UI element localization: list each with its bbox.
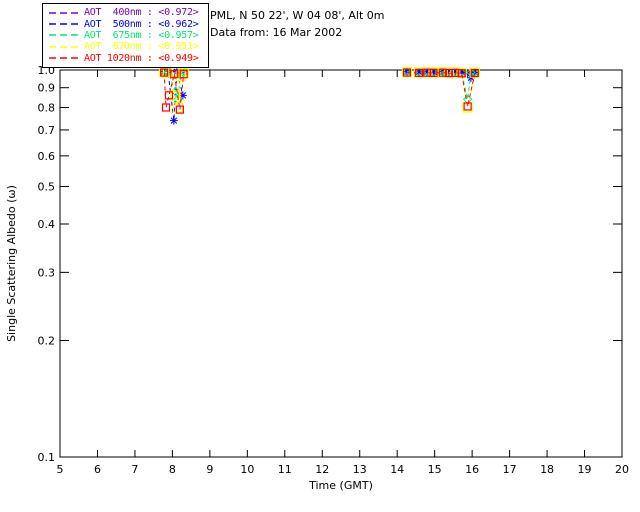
legend-line-sample xyxy=(49,23,79,25)
legend-entry-500nm: AOT 500nm : <0.962> xyxy=(48,18,208,30)
series-aot-1020nm xyxy=(160,68,479,114)
y-tick-label: 0.1 xyxy=(38,451,56,464)
site-location-text: PML, N 50 22', W 04 08', Alt 0m xyxy=(210,9,385,22)
data-point xyxy=(170,86,181,97)
x-tick-label: 20 xyxy=(615,463,629,476)
data-point xyxy=(170,90,181,101)
legend-entry-label: AOT 675nm : <0.957> xyxy=(84,29,199,41)
y-tick-label: 0.8 xyxy=(38,102,56,115)
data-point xyxy=(463,102,472,111)
data-point xyxy=(414,68,424,77)
data-point xyxy=(162,67,174,78)
y-tick-label: 0.3 xyxy=(38,266,56,279)
legend-line-sample xyxy=(49,34,79,37)
y-tick-label: 0.6 xyxy=(38,150,56,163)
x-tick-label: 8 xyxy=(169,463,176,476)
data-point xyxy=(457,69,466,78)
plot-header: PML, N 50 22', W 04 08', Alt 0m Data fro… xyxy=(210,7,384,41)
data-point xyxy=(179,70,188,79)
data-point xyxy=(401,67,413,78)
data-point xyxy=(402,68,412,77)
data-point xyxy=(179,92,187,99)
data-point xyxy=(470,68,479,78)
data-point xyxy=(450,67,461,78)
x-tick-label: 5 xyxy=(57,463,64,476)
legend-entry-label: AOT 1020nm : <0.949> xyxy=(84,52,199,64)
y-tick-label: 0.9 xyxy=(38,82,56,95)
data-point xyxy=(429,68,438,77)
legend-line-sample xyxy=(49,46,79,48)
x-tick-label: 10 xyxy=(240,463,254,476)
series-line xyxy=(406,72,476,107)
data-point xyxy=(172,102,184,113)
x-tick-label: 12 xyxy=(315,463,329,476)
data-point xyxy=(175,105,184,114)
data-point xyxy=(164,91,174,100)
x-tick-label: 16 xyxy=(465,463,479,476)
data-point xyxy=(170,117,178,124)
legend-entry-label: AOT 400nm : <0.972> xyxy=(84,7,199,19)
x-tick-label: 6 xyxy=(94,463,101,476)
data-point xyxy=(160,68,169,77)
legend-entry-label: AOT 870nm : <0.951> xyxy=(84,41,199,53)
y-tick-label: 0.7 xyxy=(38,124,56,137)
data-point xyxy=(451,68,460,77)
y-axis-title: Single Scattering Albedo (ω) xyxy=(5,185,18,342)
axes: 5 6 7 8 9 10 11 12 13 14 15 16 17 18 19 201.00.90.80.70… xyxy=(5,64,629,492)
y-tick-label: 0.2 xyxy=(38,335,56,348)
legend-line-sample xyxy=(49,57,79,59)
x-tick-label: 7 xyxy=(131,463,138,476)
legend-entry-1020nm: AOT 1020nm : <0.949> xyxy=(48,53,208,64)
data-point xyxy=(469,67,480,78)
data-date-text: Data from: 16 Mar 2002 xyxy=(210,26,343,39)
data-point xyxy=(438,68,448,77)
x-tick-label: 15 xyxy=(428,463,442,476)
legend-entry-400nm: AOT 400nm : <0.972> xyxy=(48,7,208,18)
y-tick-label: 0.5 xyxy=(38,180,56,193)
x-tick-label: 9 xyxy=(206,463,213,476)
x-axis-title: Time (GMT) xyxy=(308,479,373,492)
x-tick-label: 19 xyxy=(578,463,592,476)
x-tick-label: 18 xyxy=(540,463,554,476)
data-point xyxy=(161,103,171,112)
x-tick-label: 14 xyxy=(390,463,404,476)
data-point xyxy=(170,70,179,79)
legend-entry-675nm: AOT 675nm : <0.957> xyxy=(48,30,208,41)
y-tick-label: 0.4 xyxy=(38,218,56,231)
series-aot-870nm xyxy=(159,67,480,113)
data-point xyxy=(423,68,432,77)
legend-box: AOT 400nm : <0.972> AOT 500nm : <0.962> AO… xyxy=(42,3,209,68)
legend-entry-870nm: AOT 870nm : <0.951> xyxy=(48,41,208,52)
series-line xyxy=(163,72,185,110)
data-point xyxy=(444,68,454,78)
x-tick-label: 17 xyxy=(503,463,517,476)
legend-line-sample xyxy=(49,11,79,14)
x-tick-label: 11 xyxy=(278,463,292,476)
legend-entry-label: AOT 500nm : <0.962> xyxy=(84,18,199,30)
x-tick-label: 13 xyxy=(353,463,367,476)
